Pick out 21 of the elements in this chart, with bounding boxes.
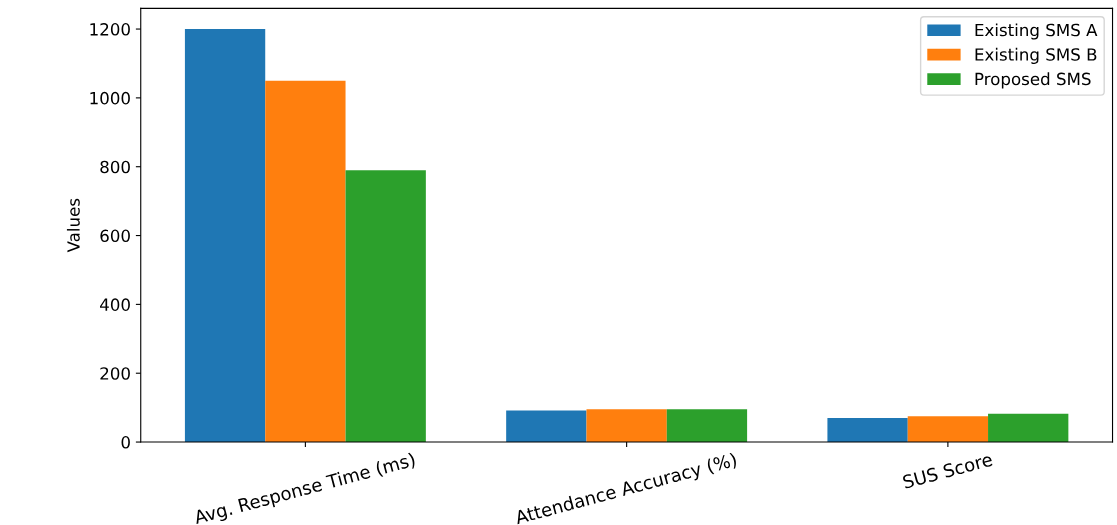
y-tick-label: 800 [100,160,130,174]
bar [586,409,667,443]
y-tick-label: 1000 [90,91,130,105]
bar [907,416,989,443]
bar [827,417,908,443]
bar [506,410,587,443]
bar [988,413,1069,443]
legend-label: Existing SMS A [975,23,1098,40]
y-tick-label: 600 [100,229,130,243]
y-tick-label: 400 [100,298,130,311]
legend-label: Proposed SMS [975,72,1091,89]
legend-label: Existing SMS B [975,47,1097,64]
y-axis-title: Values [66,198,80,253]
y-tick-label: 0 [121,436,130,449]
y-tick-label: 200 [100,367,130,380]
bar [345,170,426,443]
bar [184,29,266,443]
bar [265,80,346,443]
y-tick-label: 1200 [90,23,130,36]
x-tick-label: SUS Score [902,452,993,489]
bar [666,409,748,443]
